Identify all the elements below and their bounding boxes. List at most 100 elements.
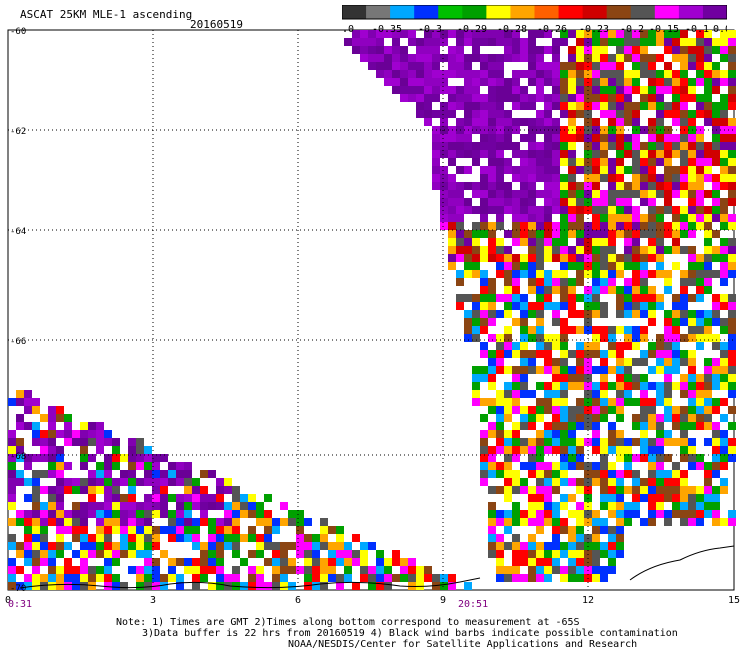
data-pixel — [528, 446, 536, 454]
data-pixel — [248, 550, 256, 558]
data-pixel — [56, 502, 64, 510]
data-pixel — [624, 502, 632, 510]
data-pixel — [112, 550, 120, 558]
data-pixel — [616, 342, 624, 350]
data-pixel — [48, 574, 56, 582]
data-pixel — [544, 158, 552, 166]
data-pixel — [464, 334, 472, 342]
data-pixel — [456, 198, 464, 206]
data-pixel — [256, 574, 264, 582]
y-tick-label: -62 — [10, 127, 26, 137]
data-pixel — [56, 542, 64, 550]
data-pixel — [616, 478, 624, 486]
data-pixel — [464, 230, 472, 238]
data-pixel — [592, 62, 600, 70]
data-pixel — [592, 246, 600, 254]
data-pixel — [208, 534, 216, 542]
data-pixel — [696, 342, 704, 350]
data-pixel — [688, 78, 696, 86]
data-pixel — [448, 254, 456, 262]
data-pixel — [208, 526, 216, 534]
data-pixel — [616, 550, 624, 558]
data-pixel — [704, 406, 712, 414]
data-pixel — [104, 454, 112, 462]
data-pixel — [360, 54, 368, 62]
data-pixel — [616, 454, 624, 462]
data-pixel — [192, 566, 200, 574]
data-pixel — [640, 190, 648, 198]
data-pixel — [496, 174, 504, 182]
data-pixel — [144, 518, 152, 526]
data-pixel — [352, 558, 360, 566]
data-pixel — [624, 334, 632, 342]
data-pixel — [656, 262, 664, 270]
data-pixel — [672, 118, 680, 126]
data-pixel — [16, 414, 24, 422]
data-pixel — [576, 366, 584, 374]
data-pixel — [664, 102, 672, 110]
data-pixel — [672, 406, 680, 414]
data-pixel — [168, 478, 176, 486]
data-pixel — [40, 518, 48, 526]
data-pixel — [664, 382, 672, 390]
data-pixel — [712, 110, 720, 118]
data-pixel — [688, 518, 696, 526]
data-pixel — [712, 190, 720, 198]
data-pixel — [528, 502, 536, 510]
data-pixel — [136, 582, 144, 590]
data-pixel — [216, 566, 224, 574]
data-pixel — [312, 542, 320, 550]
data-pixel — [576, 246, 584, 254]
data-pixel — [432, 142, 440, 150]
data-pixel — [712, 86, 720, 94]
data-pixel — [720, 398, 728, 406]
data-pixel — [712, 46, 720, 54]
data-pixel — [712, 174, 720, 182]
data-pixel — [704, 286, 712, 294]
data-pixel — [40, 582, 48, 590]
data-pixel — [480, 398, 488, 406]
data-pixel — [552, 198, 560, 206]
data-pixel — [688, 46, 696, 54]
data-pixel — [568, 286, 576, 294]
data-pixel — [536, 398, 544, 406]
data-pixel — [64, 430, 72, 438]
data-pixel — [560, 286, 568, 294]
data-pixel — [712, 430, 720, 438]
data-pixel — [720, 38, 728, 46]
data-pixel — [712, 462, 720, 470]
data-pixel — [488, 94, 496, 102]
data-pixel — [640, 150, 648, 158]
data-pixel — [440, 118, 448, 126]
data-pixel — [568, 46, 576, 54]
data-pixel — [488, 166, 496, 174]
data-pixel — [648, 318, 656, 326]
data-pixel — [600, 150, 608, 158]
data-pixel — [496, 574, 504, 582]
data-pixel — [632, 54, 640, 62]
colorbar-swatch — [582, 5, 608, 19]
data-pixel — [664, 142, 672, 150]
data-pixel — [576, 406, 584, 414]
data-pixel — [656, 30, 664, 38]
data-pixel — [152, 566, 160, 574]
data-pixel — [568, 254, 576, 262]
data-pixel — [32, 542, 40, 550]
data-pixel — [552, 398, 560, 406]
data-pixel — [448, 62, 456, 70]
data-pixel — [552, 374, 560, 382]
data-pixel — [536, 150, 544, 158]
data-pixel — [688, 262, 696, 270]
data-pixel — [552, 438, 560, 446]
data-pixel — [648, 38, 656, 46]
data-pixel — [480, 470, 488, 478]
grid-lines — [8, 30, 734, 590]
data-pixel — [560, 62, 568, 70]
data-pixel — [536, 414, 544, 422]
data-pixel — [664, 166, 672, 174]
colorbar-swatch — [702, 5, 727, 19]
data-pixel — [608, 206, 616, 214]
data-pixel — [216, 582, 224, 590]
data-pixel — [160, 454, 168, 462]
data-pixel — [648, 342, 656, 350]
